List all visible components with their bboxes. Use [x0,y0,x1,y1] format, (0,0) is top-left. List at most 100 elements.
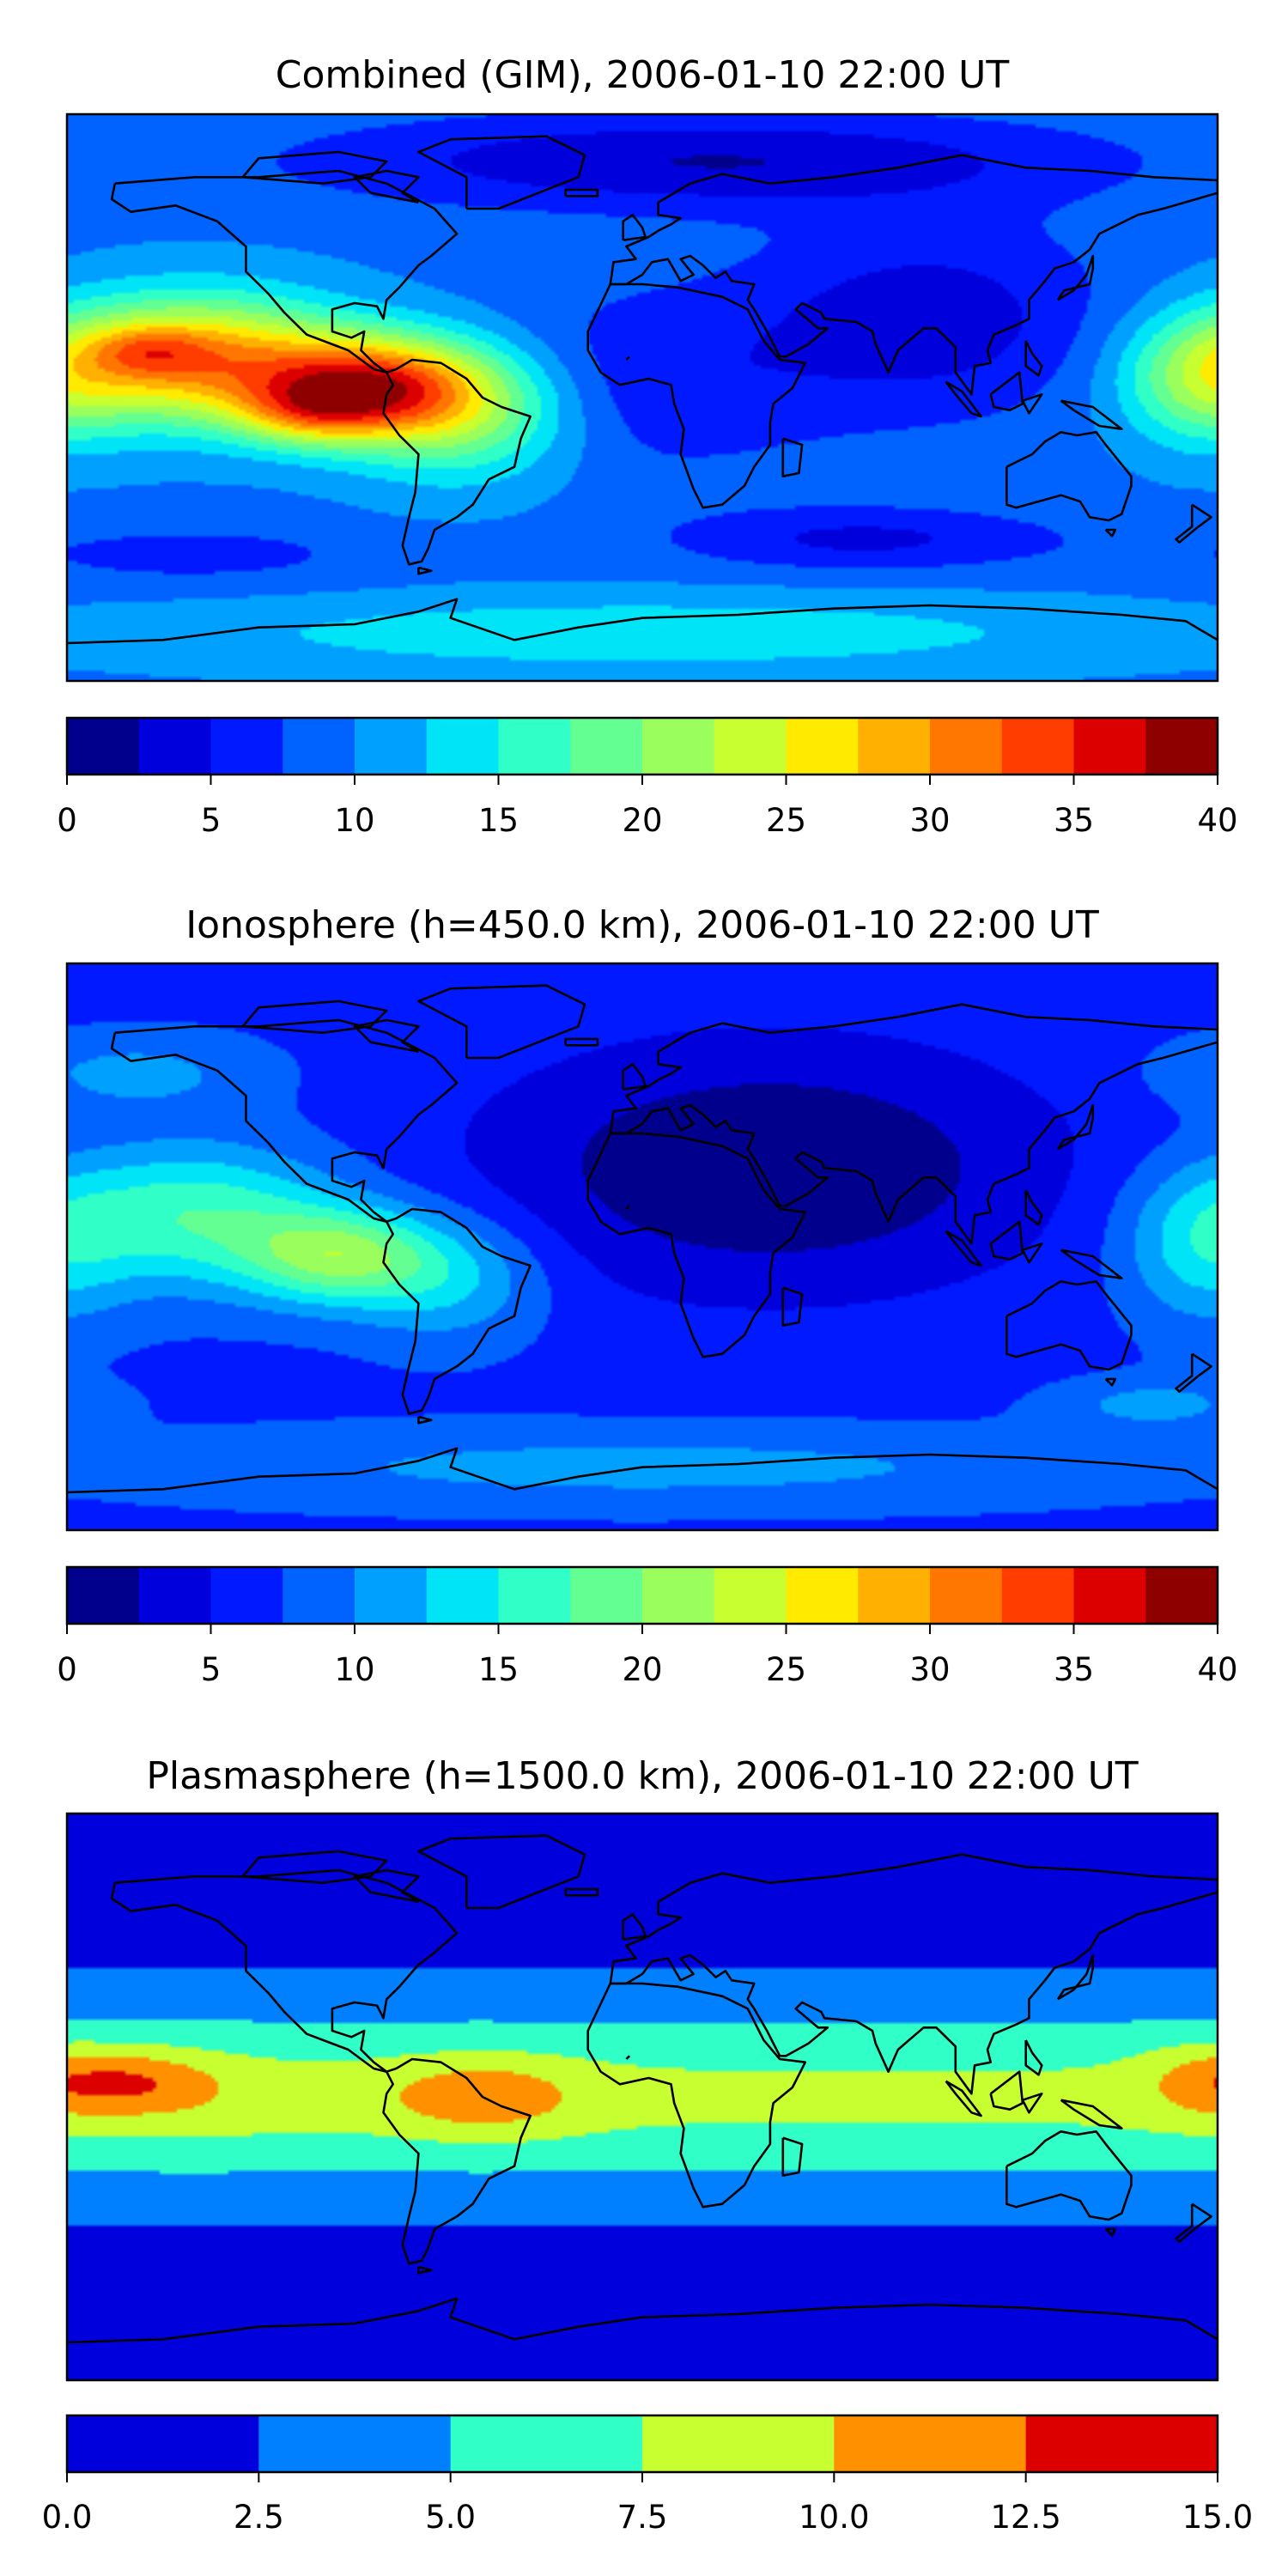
colorbar-segment [498,718,571,775]
coastline [1024,2039,1043,2076]
colorbar-tick-label: 30 [909,802,950,839]
coastlines [67,984,1218,1494]
coastline [625,355,631,361]
colorbar-segment [714,718,787,775]
coastline [1005,430,1133,522]
map-frame [65,962,1219,1532]
coastline [1104,1377,1117,1387]
colorbar-tick-label: 35 [1054,802,1094,839]
colorbar-segment [1145,718,1218,775]
coastline [1104,528,1117,538]
panel-3: Plasmasphere (h=1500.0 km), 2006-01-10 2… [42,1754,1254,2536]
coastline [417,2265,433,2275]
colorbar-tick-label: 12.5 [990,2499,1060,2536]
map-frame [65,112,1219,683]
coastline [1060,2099,1123,2129]
chart-title: Plasmasphere (h=1500.0 km), 2006-01-10 2… [146,1754,1138,1798]
coastline [1060,1249,1123,1279]
coastline [609,154,1218,396]
colorbar-tick-label: 0 [57,802,77,839]
chart-title: Ionosphere (h=450.0 km), 2006-01-10 22:0… [185,903,1099,947]
coastline [989,1220,1024,1261]
colorbar-tick-label: 2.5 [234,2499,284,2536]
coastline [417,135,586,210]
colorbar-segment [858,1567,931,1624]
colorbar-segment [138,718,212,775]
colorbar-segment [67,2415,259,2472]
coastline [382,358,532,566]
colorbar-tick-label: 15 [478,802,519,839]
colorbar-segment [1145,1567,1218,1624]
colorbar-tick-label: 10 [334,802,374,839]
coastline [1175,503,1212,544]
colorbar-segment [1025,2415,1218,2472]
coastline [1056,1103,1095,1151]
coastline [989,371,1024,412]
coastline [417,1415,433,1425]
coastline [1060,399,1123,431]
coastline [609,1003,1218,1245]
colorbar-segment [283,1567,355,1624]
coastline [622,1913,647,1941]
colorbar-segment [426,718,500,775]
map-field [67,963,1218,1530]
colorbar-tick-label: 15.0 [1182,2499,1253,2536]
colorbar-segment [258,2415,452,2472]
colorbar-segment [498,1567,571,1624]
coastline [1175,1352,1212,1393]
colorbar: 0.0 2.5 5.0 7.5 10.0 12.5 15.0 [42,2414,1253,2536]
colorbar-segment [1073,1567,1146,1624]
colorbar-tick-label: 20 [622,1651,662,1688]
coastline [625,2055,631,2060]
colorbar-segment [786,718,859,775]
colorbar-segment [570,718,643,775]
colorbar-segment [355,718,428,775]
colorbar-tick-label: 5 [201,1651,222,1688]
coastline [625,1205,631,1210]
colorbar-segment [930,1567,1003,1624]
colorbar-segment [570,1567,643,1624]
coastline [945,1230,982,1267]
map-field [67,1814,1218,2380]
colorbar-tick-label: 5.0 [425,2499,476,2536]
coastline [945,380,982,418]
coastline [564,1037,599,1047]
coastline [382,2057,532,2265]
coastline [241,150,388,185]
map-frame [65,1812,1219,2382]
coastline [110,1018,459,1223]
colorbar-segment [210,718,283,775]
coastline [1005,1280,1133,1371]
colorbar-segment [67,1567,140,1624]
colorbar: 0 5 10 15 20 25 30 35 40 [57,716,1238,839]
coastline [353,169,420,204]
coastline [67,598,1218,645]
coastline [1104,2227,1117,2237]
coastline [1175,2202,1212,2243]
colorbar-segment [1001,1567,1075,1624]
colorbar-tick-label: 25 [766,802,806,839]
colorbar-segment [714,1567,787,1624]
colorbar-tick-label: 35 [1054,1651,1094,1688]
coastline [586,283,807,509]
coastline [1005,2130,1133,2221]
coastline [110,169,459,374]
coastline [110,1868,459,2073]
colorbar-segment [138,1567,212,1624]
colorbar-tick-label: 10.0 [799,2499,869,2536]
colorbar-segment [1001,718,1075,775]
colorbar-tick-label: 10 [334,1651,374,1688]
coastline [1056,1953,1095,2001]
colorbar-segment [642,2415,835,2472]
coastline [353,1018,420,1053]
coastline [353,1868,420,1903]
colorbar-tick-label: 20 [622,802,662,839]
coastline [609,1853,1218,2095]
colorbar-tick-label: 0 [57,1651,77,1688]
coastline [1024,1189,1043,1226]
coastline [67,2297,1218,2344]
coastline [622,1063,647,1091]
colorbar-tick-label: 30 [909,1651,950,1688]
coastline [945,2080,982,2117]
